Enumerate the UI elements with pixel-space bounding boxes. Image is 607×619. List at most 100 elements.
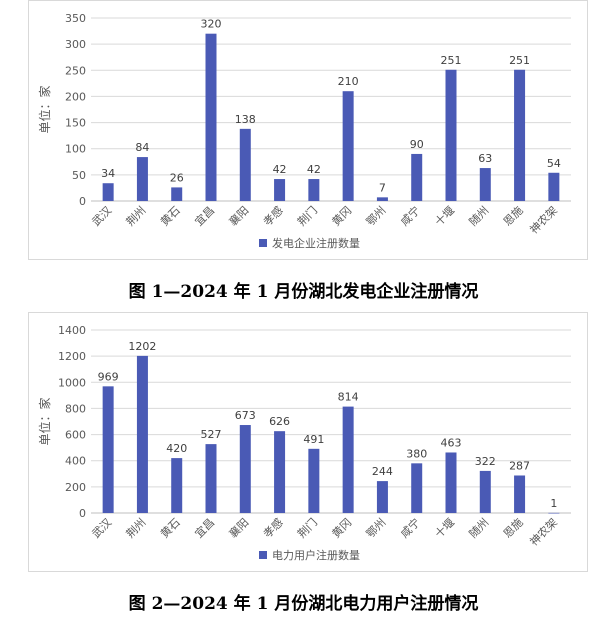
x-tick-label: 黄冈 <box>329 515 354 540</box>
y-tick-label: 350 <box>65 12 86 25</box>
data-label: 287 <box>509 459 530 472</box>
x-tick-label: 恩施 <box>501 204 526 229</box>
y-axis-label: 单位：家 <box>37 397 52 445</box>
chart-1-plot: 0 50 100 150 200 250 300 350 单位：家 34 武汉 84 荆州 26 黄石 320… <box>37 12 571 250</box>
y-tick-label: 1200 <box>58 350 86 363</box>
x-tick-label: 襄阳 <box>226 203 251 228</box>
data-label: 63 <box>478 152 492 165</box>
data-label: 814 <box>338 391 359 404</box>
bar <box>171 458 183 513</box>
x-tick-label: 咸宁 <box>397 203 422 228</box>
y-tick-label: 100 <box>65 143 86 156</box>
data-label: 322 <box>475 455 496 468</box>
chart-2-plot: 0 200 400 600 800 1000 1200 1400 单位：家 969 武汉 1202 荆州… <box>37 324 571 562</box>
bar <box>514 69 526 202</box>
data-label: 420 <box>166 442 187 455</box>
y-tick-label: 300 <box>65 38 86 51</box>
bar <box>479 470 491 513</box>
data-label: 969 <box>98 370 119 383</box>
data-label: 320 <box>201 18 222 31</box>
data-label: 42 <box>307 163 321 176</box>
bar <box>308 448 320 513</box>
data-label: 380 <box>406 447 427 460</box>
y-tick-label: 600 <box>65 429 86 442</box>
x-tick-label: 武汉 <box>90 516 115 541</box>
bar <box>239 128 251 201</box>
bar <box>136 355 148 513</box>
bar <box>274 179 286 201</box>
bar <box>102 183 114 201</box>
y-tick-label: 0 <box>79 195 86 208</box>
bar <box>445 452 457 513</box>
data-label: 626 <box>269 415 290 428</box>
y-tick-label: 200 <box>65 481 86 494</box>
bar <box>445 69 457 202</box>
data-label: 26 <box>170 171 184 184</box>
x-tick-label: 荆门 <box>295 515 320 540</box>
data-label: 1202 <box>128 340 156 353</box>
x-tick-label: 黄石 <box>157 203 182 228</box>
y-axis-label: 单位：家 <box>37 85 52 133</box>
bar <box>411 153 423 201</box>
data-label: 463 <box>441 436 462 449</box>
x-tick-label: 恩施 <box>501 516 526 541</box>
bar <box>205 33 217 201</box>
bar <box>308 179 320 201</box>
legend-swatch <box>259 551 267 559</box>
x-tick-label: 十堰 <box>432 203 457 228</box>
x-tick-label: 鄂州 <box>364 516 389 541</box>
data-label: 673 <box>235 409 256 422</box>
chart-2-container: 0 200 400 600 800 1000 1200 1400 单位：家 969 武汉 1202 荆州… <box>28 312 588 572</box>
bar <box>342 91 354 201</box>
y-tick-label: 150 <box>65 117 86 130</box>
x-tick-label: 孝感 <box>261 204 286 229</box>
x-tick-label: 襄阳 <box>226 515 251 540</box>
bar <box>274 431 286 513</box>
x-tick-label: 黄冈 <box>329 203 354 228</box>
y-tick-label: 200 <box>65 90 86 103</box>
bar <box>239 425 251 513</box>
x-tick-label: 十堰 <box>432 515 457 540</box>
x-tick-label: 随州 <box>466 203 491 228</box>
legend-label: 发电企业注册数量 <box>272 236 360 250</box>
x-tick-label: 咸宁 <box>397 515 422 540</box>
x-tick-label: 荆州 <box>124 516 149 541</box>
bar <box>376 197 388 201</box>
bar <box>479 168 491 201</box>
x-tick-label: 荆门 <box>295 203 320 228</box>
bar <box>102 386 114 513</box>
bar <box>342 406 354 513</box>
data-label: 1 <box>550 497 557 510</box>
legend-label: 电力用户注册数量 <box>272 548 360 562</box>
x-tick-label: 鄂州 <box>364 204 389 229</box>
x-tick-label: 荆州 <box>124 204 149 229</box>
data-label: 244 <box>372 465 393 478</box>
data-label: 527 <box>201 428 222 441</box>
bar <box>171 187 183 201</box>
x-tick-label: 宜昌 <box>192 203 217 228</box>
bar <box>548 172 560 201</box>
y-tick-label: 250 <box>65 64 86 77</box>
bar <box>136 157 148 201</box>
data-label: 90 <box>410 138 424 151</box>
y-tick-label: 0 <box>79 507 86 520</box>
y-tick-label: 50 <box>72 169 86 182</box>
chart-1-container: 0 50 100 150 200 250 300 350 单位：家 34 武汉 84 荆州 26 黄石 320… <box>28 0 588 260</box>
data-label: 34 <box>101 167 115 180</box>
x-tick-label: 宜昌 <box>192 515 217 540</box>
chart-1-caption: 图 1—2024 年 1 月份湖北发电企业注册情况 <box>128 282 479 302</box>
data-label: 138 <box>235 113 256 126</box>
x-tick-label: 随州 <box>466 515 491 540</box>
bar <box>514 475 526 513</box>
data-label: 210 <box>338 75 359 88</box>
bar <box>376 481 388 513</box>
y-tick-label: 1400 <box>58 324 86 337</box>
x-tick-label: 神农架 <box>527 203 560 236</box>
x-tick-label: 武汉 <box>90 204 115 229</box>
data-label: 42 <box>273 163 287 176</box>
chart-2-caption: 图 2—2024 年 1 月份湖北电力用户注册情况 <box>128 594 479 614</box>
data-label: 491 <box>303 433 324 446</box>
x-tick-label: 神农架 <box>527 515 560 548</box>
data-label: 54 <box>547 157 561 170</box>
bar <box>411 463 423 513</box>
